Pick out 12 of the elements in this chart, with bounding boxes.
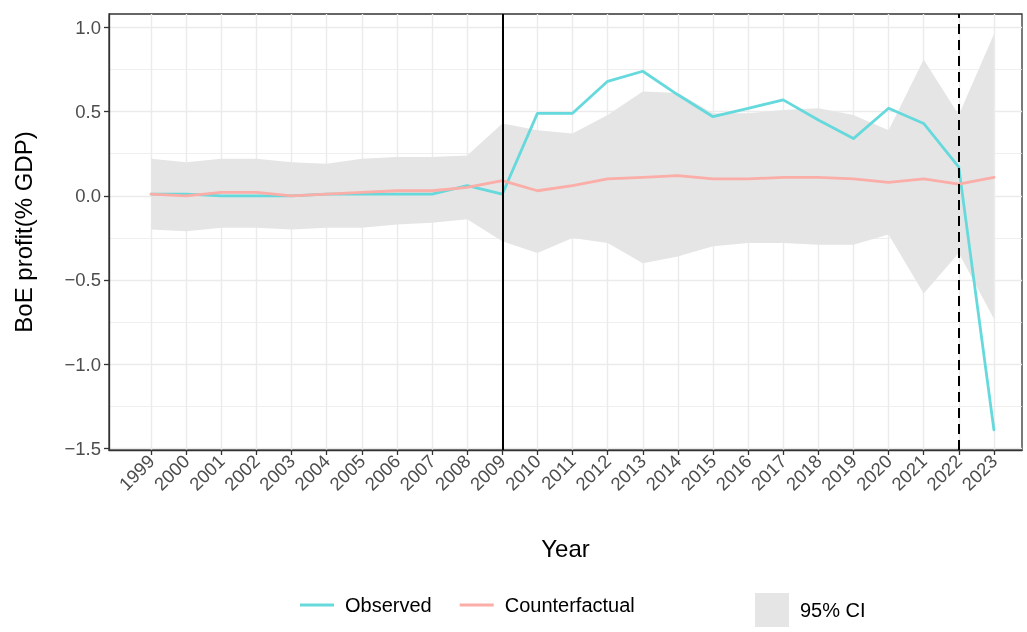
legend-label: Observed (345, 594, 432, 616)
legend-label: 95% CI (800, 599, 866, 621)
line-series (149, 174, 996, 198)
y-tick-label: −0.5 (64, 269, 101, 291)
y-axis-title: BoE profit(% GDP) (9, 131, 37, 333)
y-tick-label: 1.0 (75, 16, 101, 38)
legend-label: Counterfactual (504, 594, 635, 616)
y-tick-label: −1.5 (64, 437, 101, 459)
y-tick-label: −1.0 (64, 353, 101, 375)
y-tick-label: 0.5 (75, 101, 101, 123)
y-tick-label: 0.0 (75, 185, 101, 207)
x-axis-title: Year (541, 534, 590, 562)
